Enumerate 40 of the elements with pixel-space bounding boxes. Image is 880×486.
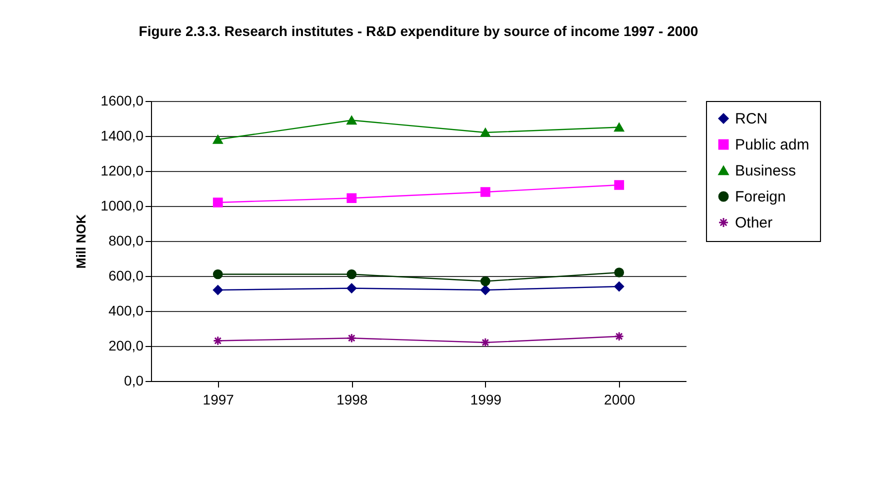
point xyxy=(480,276,490,286)
y-tick-label: 1000,0 xyxy=(100,198,144,214)
point xyxy=(212,198,223,208)
point xyxy=(346,116,357,125)
point xyxy=(614,122,624,132)
legend-label: Business xyxy=(735,162,796,180)
y-tick-label: 200,0 xyxy=(108,338,144,354)
point xyxy=(480,187,490,197)
y-tick-label: 600,0 xyxy=(108,268,144,284)
x-tick-label: 2000 xyxy=(604,392,636,408)
x-tick-label: 1999 xyxy=(470,392,502,408)
point xyxy=(614,282,624,292)
point xyxy=(480,338,490,348)
legend-label: Public adm xyxy=(735,136,810,154)
point xyxy=(346,283,357,294)
point xyxy=(212,135,223,144)
y-tick-label: 1200,0 xyxy=(100,162,144,178)
point xyxy=(614,268,624,278)
y-tick-label: 400,0 xyxy=(108,302,144,318)
point xyxy=(212,269,223,280)
y-tick-label: 1600,0 xyxy=(100,92,144,108)
point xyxy=(346,269,357,280)
point xyxy=(212,336,223,346)
y-axis-title: Mill NOK xyxy=(74,214,89,269)
legend-label: Foreign xyxy=(735,188,786,206)
y-tick-label: 1400,0 xyxy=(100,128,144,144)
x-tick-label: 1997 xyxy=(202,392,234,408)
point xyxy=(614,331,624,342)
y-tick-label: 800,0 xyxy=(108,232,144,248)
point xyxy=(212,285,223,295)
point xyxy=(614,180,624,190)
legend-label: RCN xyxy=(735,110,768,128)
chart-title: Figure 2.3.3. Research institutes - R&D expenditure by source of income 1997 - 2000 xyxy=(138,23,698,39)
point xyxy=(480,128,490,137)
legend-label: Other xyxy=(735,214,773,232)
x-tick-label: 1998 xyxy=(336,392,368,408)
point xyxy=(346,193,357,204)
y-tick-label: 0,0 xyxy=(124,372,144,388)
point xyxy=(346,333,357,344)
point xyxy=(480,285,490,295)
